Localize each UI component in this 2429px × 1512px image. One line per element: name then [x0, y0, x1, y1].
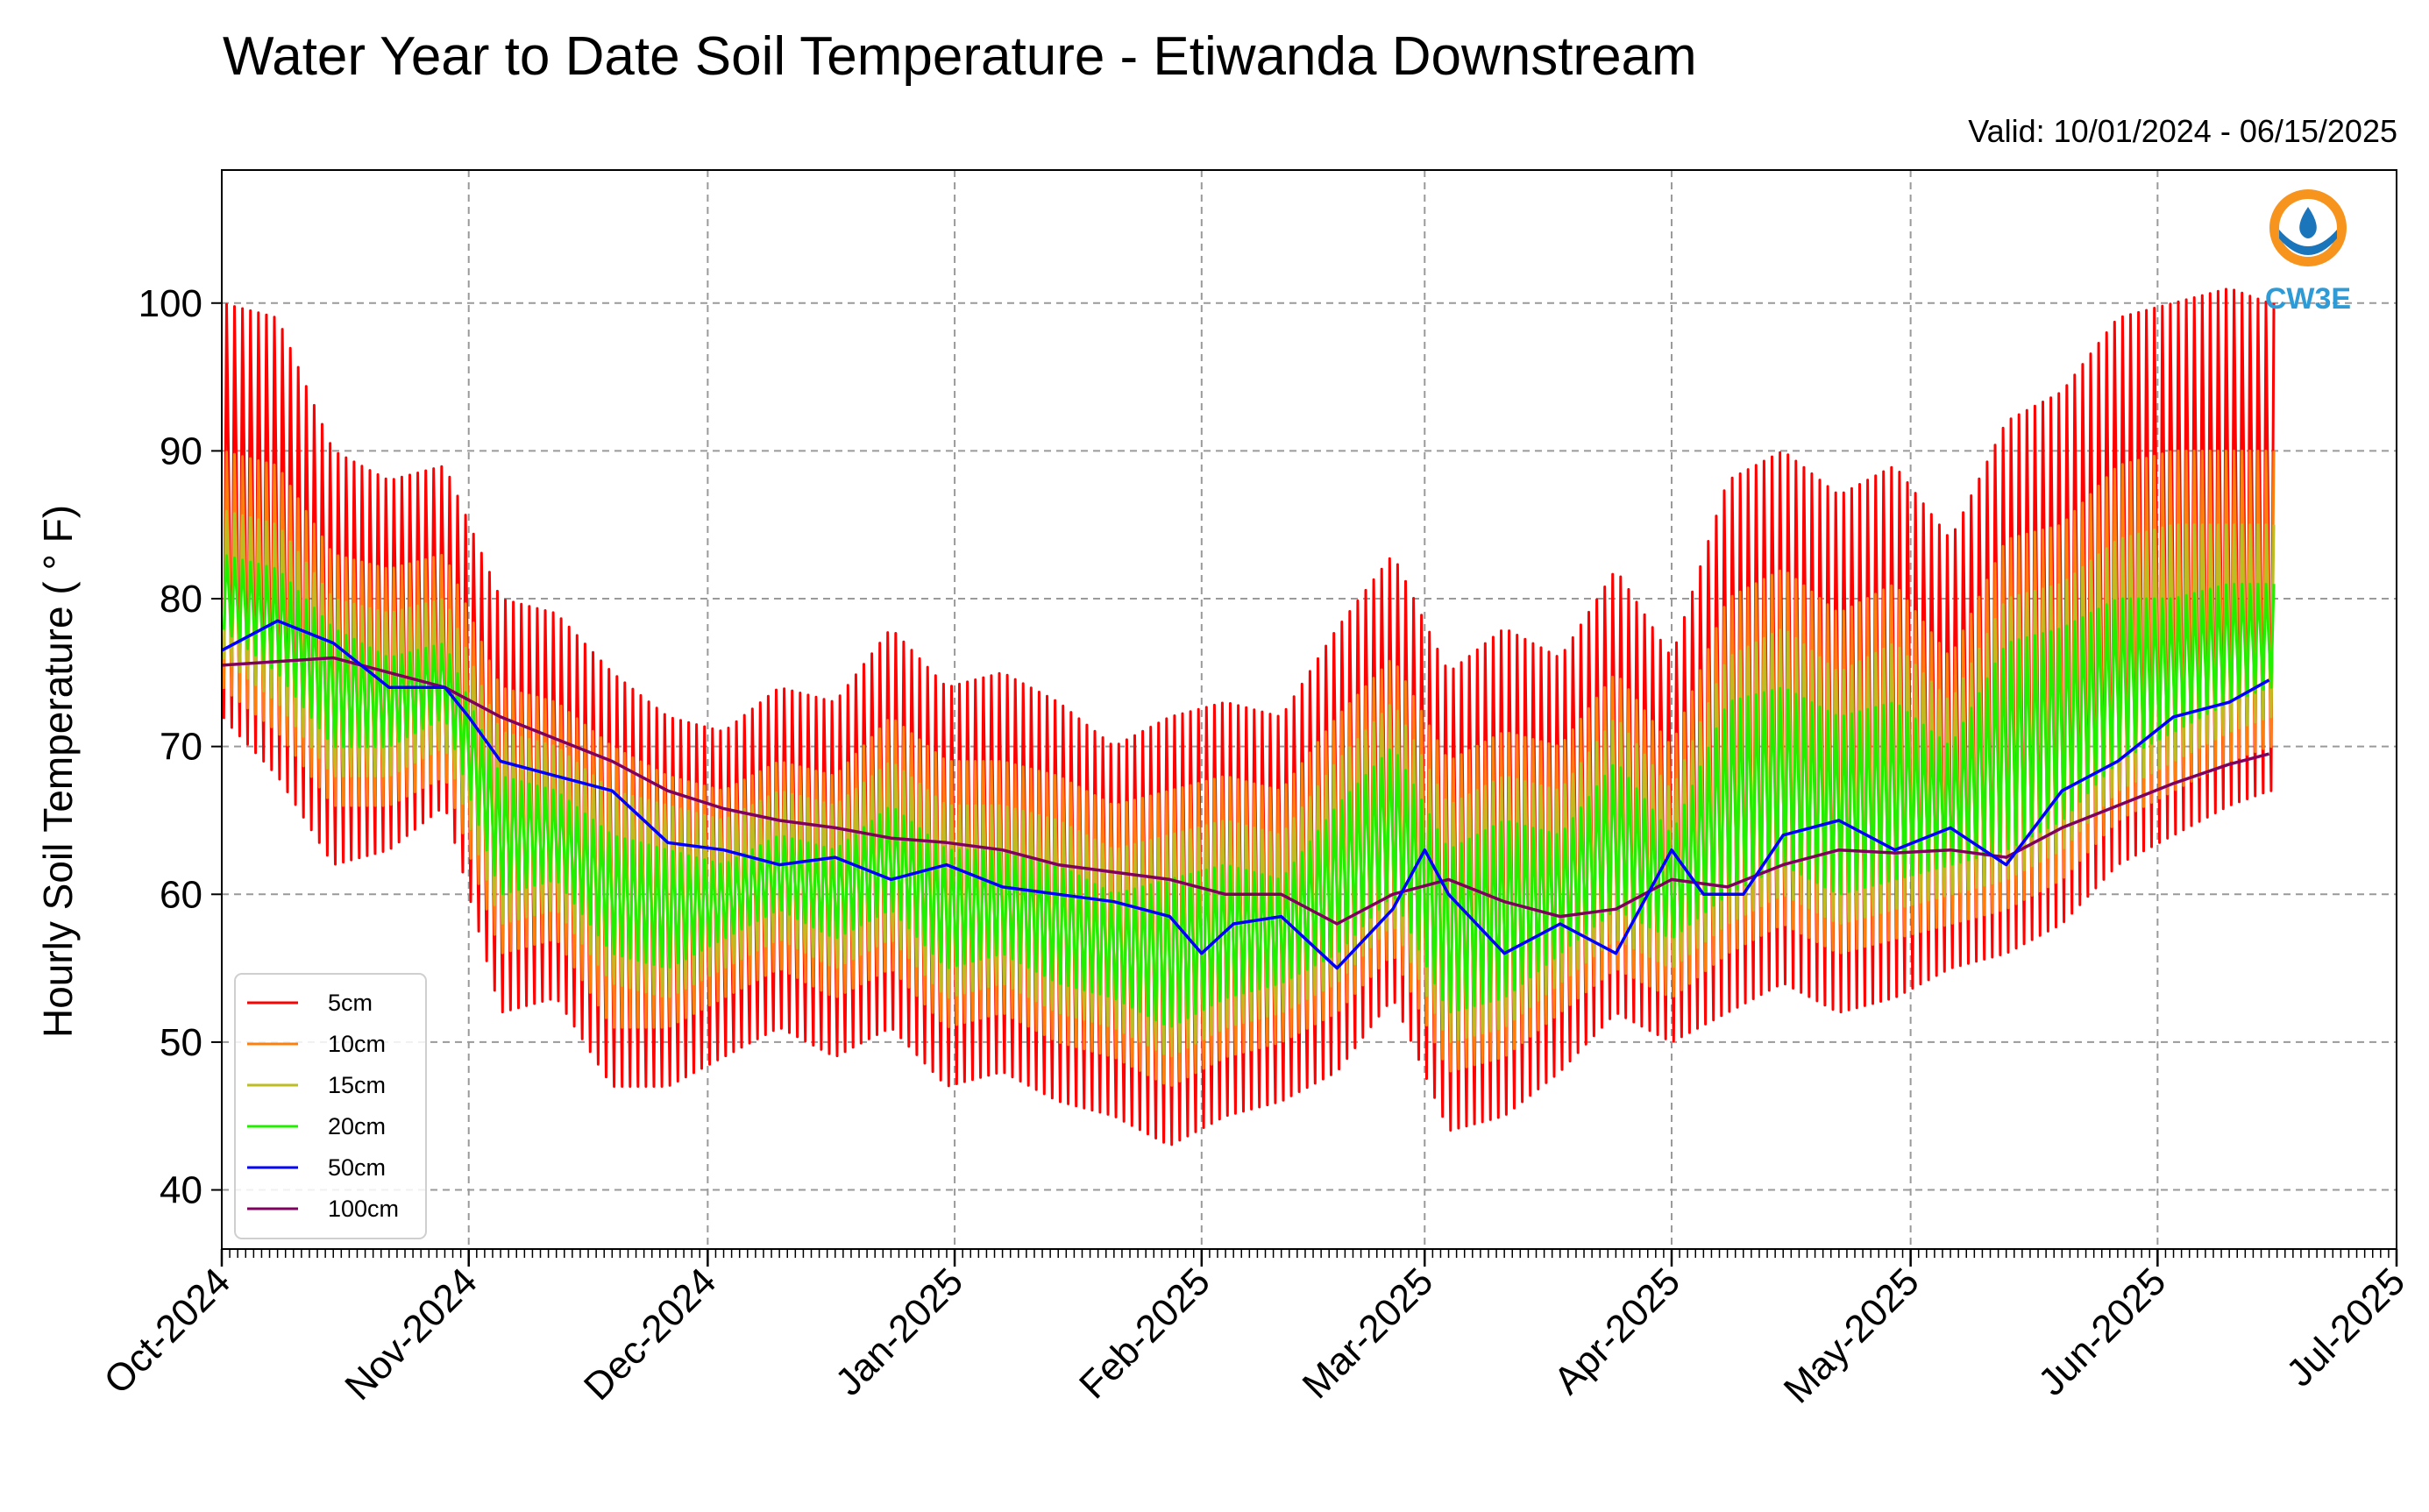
legend-label-5cm: 5cm — [328, 990, 373, 1016]
x-tick-label: Jan-2025 — [827, 1260, 971, 1403]
valid-range: Valid: 10/01/2024 - 06/15/2025 — [1968, 113, 2397, 149]
legend-label-50cm: 50cm — [328, 1154, 386, 1181]
logo-wave-icon — [2279, 230, 2337, 255]
series-line-5cm — [222, 287, 2276, 1146]
chart-title: Water Year to Date Soil Temperature - Et… — [223, 26, 1697, 87]
y-tick-label: 80 — [160, 578, 202, 621]
y-tick-label: 70 — [160, 726, 202, 769]
logo-text: CW3E — [2265, 282, 2351, 316]
x-tick-label: Feb-2025 — [1071, 1260, 1218, 1407]
y-tick-label: 90 — [160, 429, 202, 472]
y-tick-label: 50 — [160, 1021, 202, 1064]
x-tick-label: Jul-2025 — [2278, 1260, 2413, 1395]
series-line-50cm — [222, 619, 2270, 970]
x-tick-label: May-2025 — [1776, 1260, 1928, 1411]
x-tick-label: Dec-2024 — [576, 1260, 725, 1409]
y-axis-label: Hourly Soil Temperature ( ° F) — [35, 505, 81, 1038]
logo-drop-icon — [2299, 207, 2317, 238]
legend-label-20cm: 20cm — [328, 1113, 386, 1139]
legend-label-10cm: 10cm — [328, 1031, 386, 1057]
y-tick-label: 60 — [160, 873, 202, 916]
x-tick-label: Mar-2025 — [1295, 1260, 1442, 1407]
legend-label-15cm: 15cm — [328, 1072, 386, 1098]
cw3e-logo: CW3E — [2265, 189, 2351, 316]
x-tick-label: Jun-2025 — [2030, 1260, 2174, 1403]
series-line-20cm — [222, 554, 2276, 1028]
y-tick-label: 100 — [138, 282, 202, 325]
x-tick-label: Nov-2024 — [337, 1260, 486, 1409]
legend-label-100cm: 100cm — [328, 1196, 399, 1222]
legend: 5cm 10cm 15cm 20cm 50cm 100cm — [234, 973, 427, 1239]
legend-box — [234, 973, 427, 1239]
plot-frame — [221, 169, 2397, 1250]
x-tick-label: Oct-2024 — [96, 1260, 238, 1402]
x-tick-label: Apr-2025 — [1545, 1260, 1688, 1402]
series-group — [222, 287, 2276, 1146]
series-line-100cm — [222, 656, 2270, 926]
y-tick-label: 40 — [160, 1169, 202, 1212]
